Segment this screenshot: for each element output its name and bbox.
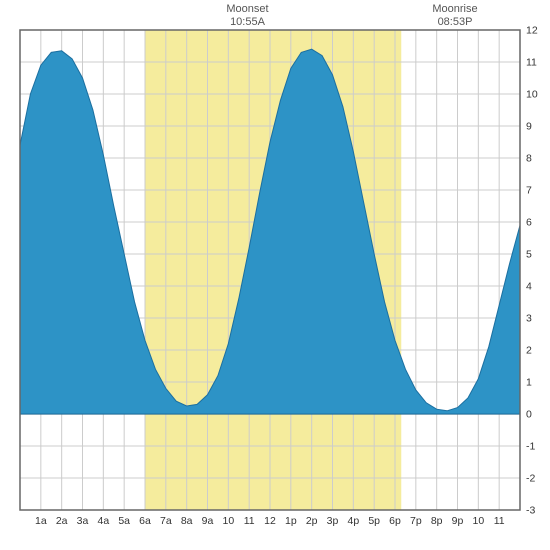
- x-tick-label: 11: [494, 515, 505, 527]
- x-tick-label: 4a: [97, 515, 109, 527]
- x-tick-label: 9p: [452, 515, 464, 527]
- x-tick-label: 8p: [431, 515, 443, 527]
- top-label-title: Moonrise: [432, 3, 477, 15]
- x-tick-label: 3a: [77, 515, 89, 527]
- y-tick-label: -1: [526, 441, 535, 453]
- x-tick-label: 10: [472, 515, 484, 527]
- x-tick-label: 10: [222, 515, 234, 527]
- x-tick-label: 9a: [202, 515, 214, 527]
- x-tick-label: 5a: [118, 515, 130, 527]
- x-tick-label: 12: [264, 515, 276, 527]
- top-label-value: 10:55A: [230, 16, 266, 28]
- x-tick-label: 8a: [181, 515, 193, 527]
- top-label-title: Moonset: [226, 3, 268, 15]
- tide-chart: 1a2a3a4a5a6a7a8a9a1011121p2p3p4p5p6p7p8p…: [0, 0, 550, 550]
- x-tick-label: 7p: [410, 515, 422, 527]
- y-tick-label: 8: [526, 153, 532, 165]
- x-tick-label: 4p: [347, 515, 359, 527]
- x-tick-label: 11: [244, 515, 255, 527]
- y-tick-label: 1: [526, 377, 532, 389]
- y-tick-label: 5: [526, 249, 532, 261]
- x-tick-label: 1p: [285, 515, 297, 527]
- y-tick-label: 11: [526, 57, 537, 69]
- x-tick-label: 2a: [56, 515, 68, 527]
- y-tick-label: 10: [526, 89, 538, 101]
- x-tick-label: 6a: [139, 515, 151, 527]
- x-tick-label: 2p: [306, 515, 318, 527]
- x-tick-label: 3p: [327, 515, 339, 527]
- top-label-value: 08:53P: [438, 16, 473, 28]
- y-tick-label: -2: [526, 473, 535, 485]
- x-tick-label: 1a: [35, 515, 47, 527]
- y-tick-label: 4: [526, 281, 532, 293]
- y-tick-label: 12: [526, 25, 538, 37]
- y-tick-label: 2: [526, 345, 532, 357]
- y-tick-label: 7: [526, 185, 532, 197]
- x-tick-label: 5p: [368, 515, 380, 527]
- y-tick-label: 9: [526, 121, 532, 133]
- y-tick-label: 3: [526, 313, 532, 325]
- y-tick-label: 0: [526, 409, 532, 421]
- x-tick-label: 6p: [389, 515, 401, 527]
- y-tick-label: 6: [526, 217, 532, 229]
- x-tick-label: 7a: [160, 515, 172, 527]
- y-tick-label: -3: [526, 505, 535, 517]
